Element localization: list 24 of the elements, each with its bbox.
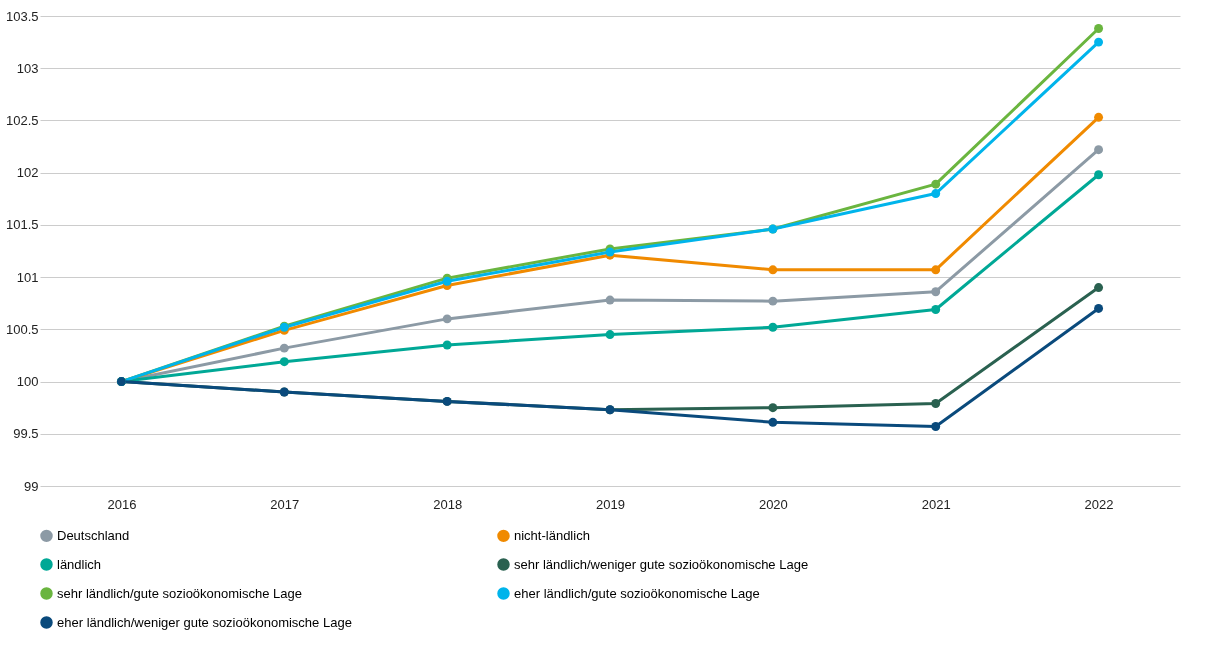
y-tick-label: 101 [16, 269, 39, 285]
y-tick-label: 100.5 [5, 321, 39, 337]
x-tick-label: 2021 [921, 496, 951, 512]
legend-label: nicht-ländlich [514, 527, 590, 543]
legend-label: eher ländlich/weniger gute sozioökonomische Lage [57, 614, 352, 630]
x-tick-label: 2018 [433, 496, 463, 512]
y-tick-label: 103.5 [5, 8, 39, 24]
y-tick-label: 99.5 [13, 426, 39, 442]
y-tick-label: 100 [16, 374, 39, 390]
y-tick-label: 101.5 [5, 217, 39, 233]
legend-label: sehr ländlich/weniger gute sozioökonomische Lage [514, 556, 809, 572]
x-tick-label: 2022 [1084, 496, 1114, 512]
x-tick-label: 2017 [270, 496, 300, 512]
y-tick-label: 102.5 [5, 112, 39, 128]
legend-label: Deutschland [57, 527, 130, 543]
y-tick-label: 99 [24, 478, 39, 494]
legend-label: sehr ländlich/gute sozioökonomische Lage [57, 585, 302, 601]
legend-label: ländlich [57, 556, 102, 572]
x-tick-label: 2020 [758, 496, 788, 512]
y-tick-label: 103 [16, 60, 39, 76]
x-tick-label: 2016 [107, 496, 137, 512]
y-tick-label: 102 [16, 165, 39, 181]
x-tick-label: 2019 [596, 496, 625, 512]
legend-label: eher ländlich/gute sozioökonomische Lage [514, 585, 760, 601]
